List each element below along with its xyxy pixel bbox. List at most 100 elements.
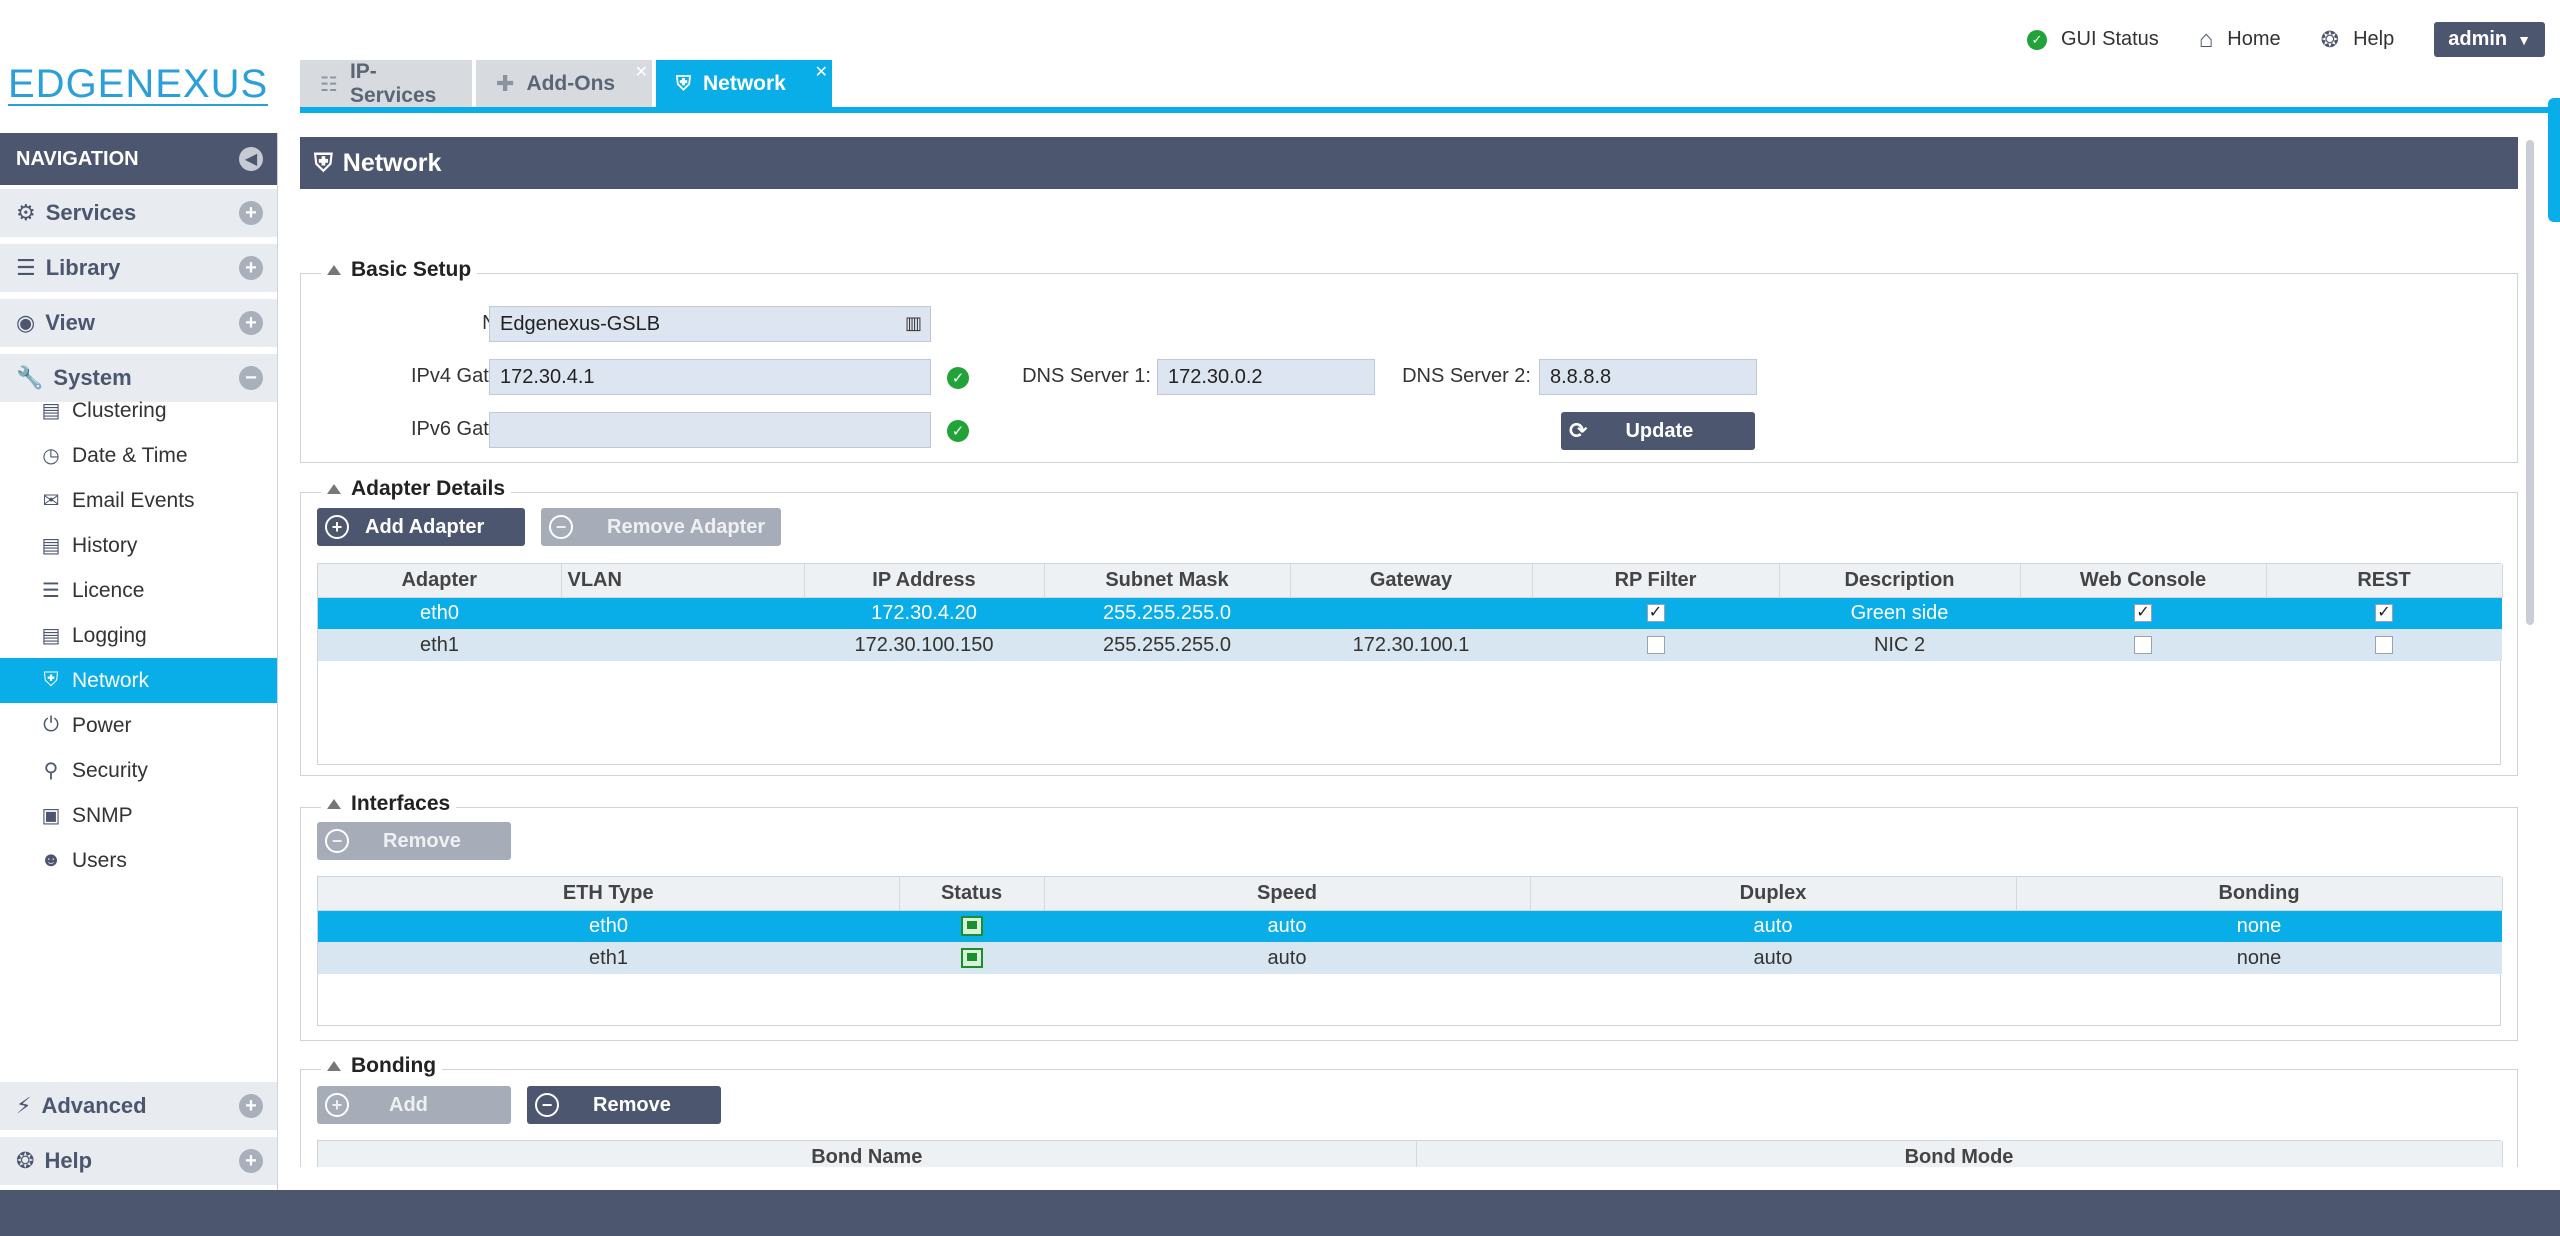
sidebar-item-users[interactable]: ☻ Users <box>0 838 277 883</box>
col-rp-filter[interactable]: RP Filter <box>1532 564 1780 598</box>
table-row[interactable]: eth0 172.30.4.20 255.255.255.0 ✓ Green s… <box>318 597 2502 629</box>
col-gateway[interactable]: Gateway <box>1290 564 1533 598</box>
remove-interface-button[interactable]: − Remove <box>317 822 511 860</box>
panel-header: ⛨ Network <box>300 137 2518 189</box>
tab-underline <box>300 107 2560 113</box>
rest-checkbox[interactable]: ✓ <box>2375 604 2393 623</box>
bonding-cell: none <box>2016 910 2502 942</box>
panel-scrollbar[interactable] <box>2526 140 2534 625</box>
user-menu-button[interactable]: admin ▼ <box>2434 22 2545 57</box>
dns-server-2-field[interactable]: 8.8.8.8 <box>1539 359 1757 395</box>
collapse-triangle-icon[interactable] <box>327 484 341 494</box>
table-row[interactable]: eth1 172.30.100.150 255.255.255.0 172.30… <box>318 629 2502 661</box>
home-link[interactable]: ⌂ Home <box>2199 26 2281 54</box>
expand-icon[interactable]: + <box>239 1094 263 1118</box>
update-button[interactable]: ⟳ Update <box>1561 412 1755 450</box>
col-speed[interactable]: Speed <box>1044 877 1531 911</box>
collapse-triangle-icon[interactable] <box>327 265 341 275</box>
sidebar-item-security[interactable]: ⚲ Security <box>0 748 277 793</box>
rest-checkbox[interactable] <box>2375 636 2393 655</box>
gui-status-link[interactable]: ✓ GUI Status <box>2026 28 2159 51</box>
remove-adapter-button[interactable]: − Remove Adapter <box>541 508 781 546</box>
bonding-legend[interactable]: Bonding <box>321 1054 443 1078</box>
remove-bond-button[interactable]: − Remove <box>527 1086 721 1124</box>
network-panel: ⛨ Network Basic Setup Name: Edgenexus-GS… <box>300 137 2518 1167</box>
interfaces-legend[interactable]: Interfaces <box>321 792 457 816</box>
dns-server-1-value: 172.30.0.2 <box>1168 365 1263 388</box>
sidebar-section-library[interactable]: ☰ Library + <box>0 244 277 292</box>
collapse-triangle-icon[interactable] <box>327 1061 341 1071</box>
col-adapter[interactable]: Adapter <box>318 564 562 598</box>
power-icon: ⏻ <box>43 714 59 736</box>
history-icon: ▤ <box>41 535 61 557</box>
sidebar-item-logging[interactable]: ▤ Logging <box>0 613 277 658</box>
sidebar-item-network[interactable]: ⛨ Network <box>0 658 277 703</box>
item-label: Licence <box>72 578 145 602</box>
section-label: View <box>45 310 95 335</box>
close-icon[interactable]: ✕ <box>814 64 828 81</box>
add-bond-button[interactable]: + Add <box>317 1086 511 1124</box>
col-subnet-mask[interactable]: Subnet Mask <box>1044 564 1291 598</box>
sidebar-item-snmp[interactable]: ▣ SNMP <box>0 793 277 838</box>
tab-network[interactable]: ⛨ Network ✕ <box>656 60 832 108</box>
remove-bond-label: Remove <box>593 1093 671 1116</box>
web-console-checkbox[interactable] <box>2134 636 2152 655</box>
sidebar-item-email-events[interactable]: ✉ Email Events <box>0 478 277 523</box>
expand-icon[interactable]: + <box>239 201 263 225</box>
col-rest[interactable]: REST <box>2266 564 2503 598</box>
col-duplex[interactable]: Duplex <box>1530 877 2017 911</box>
sidebar-item-history[interactable]: ▤ History <box>0 523 277 568</box>
web-console-checkbox[interactable]: ✓ <box>2134 604 2152 623</box>
sidebar-section-system[interactable]: 🔧 System − <box>0 354 277 402</box>
col-bonding[interactable]: Bonding <box>2016 877 2503 911</box>
sidebar-section-view[interactable]: ◉ View + <box>0 299 277 347</box>
sidebar-section-advanced[interactable]: ⚡ Advanced + <box>0 1082 277 1130</box>
expand-icon[interactable]: + <box>239 1149 263 1173</box>
adapter-details-legend[interactable]: Adapter Details <box>321 477 512 501</box>
collapse-icon[interactable]: − <box>239 366 263 390</box>
rp-filter-checkbox[interactable] <box>1646 636 1665 655</box>
col-eth-type[interactable]: ETH Type <box>318 877 900 911</box>
dns-server-1-field[interactable]: 172.30.0.2 <box>1157 359 1375 395</box>
help-link[interactable]: ❂ Help <box>2321 27 2395 53</box>
name-field[interactable]: Edgenexus-GSLB ▥ <box>489 306 931 342</box>
tab-add-ons[interactable]: ✚ Add-Ons ✕ <box>476 60 652 108</box>
tab-label: Add-Ons <box>526 72 616 95</box>
sidebar-section-help[interactable]: ❂ Help + <box>0 1137 277 1185</box>
section-label: Services <box>45 200 137 225</box>
col-vlan[interactable]: VLAN <box>561 564 805 598</box>
sidebar-section-services[interactable]: ⚙ Services + <box>0 189 277 237</box>
gateway-cell: 172.30.100.1 <box>1290 629 1532 661</box>
sidebar-item-clustering[interactable]: ▤ Clustering <box>0 388 277 433</box>
page-scrollbar[interactable] <box>2548 98 2560 222</box>
mask-cell: 255.255.255.0 <box>1044 629 1290 661</box>
rest-cell <box>2266 629 2502 661</box>
item-label: Network <box>72 668 150 692</box>
snmp-icon: ▣ <box>41 805 61 827</box>
close-icon[interactable]: ✕ <box>634 64 648 81</box>
table-row[interactable]: eth0 auto auto none <box>318 910 2502 942</box>
section-label: Advanced <box>41 1093 147 1118</box>
ipv6-gateway-field[interactable] <box>489 412 931 448</box>
collapse-sidebar-icon[interactable]: ◀ <box>239 147 263 171</box>
sidebar-item-date-time[interactable]: ◷ Date & Time <box>0 433 277 478</box>
minus-circle-icon: − <box>535 1093 559 1117</box>
password-manager-icon[interactable]: ▥ <box>904 313 922 333</box>
col-description[interactable]: Description <box>1779 564 2021 598</box>
tab-ip-services[interactable]: ☷ IP-Services <box>300 60 472 108</box>
collapse-triangle-icon[interactable] <box>327 799 341 809</box>
rp-filter-checkbox[interactable]: ✓ <box>1646 604 1665 623</box>
col-bond-mode[interactable]: Bond Mode <box>1416 1141 2503 1167</box>
sidebar-item-licence[interactable]: ☰ Licence <box>0 568 277 613</box>
col-status[interactable]: Status <box>899 877 1045 911</box>
add-adapter-button[interactable]: + Add Adapter <box>317 508 525 546</box>
expand-icon[interactable]: + <box>239 311 263 335</box>
col-web-console[interactable]: Web Console <box>2020 564 2267 598</box>
col-bond-name[interactable]: Bond Name <box>318 1141 1417 1167</box>
basic-setup-legend[interactable]: Basic Setup <box>321 258 478 282</box>
sidebar-item-power[interactable]: ⏻ Power <box>0 703 277 748</box>
expand-icon[interactable]: + <box>239 256 263 280</box>
table-row[interactable]: eth1 auto auto none <box>318 942 2502 974</box>
ipv4-gateway-field[interactable]: 172.30.4.1 <box>489 359 931 395</box>
col-ip-address[interactable]: IP Address <box>804 564 1045 598</box>
